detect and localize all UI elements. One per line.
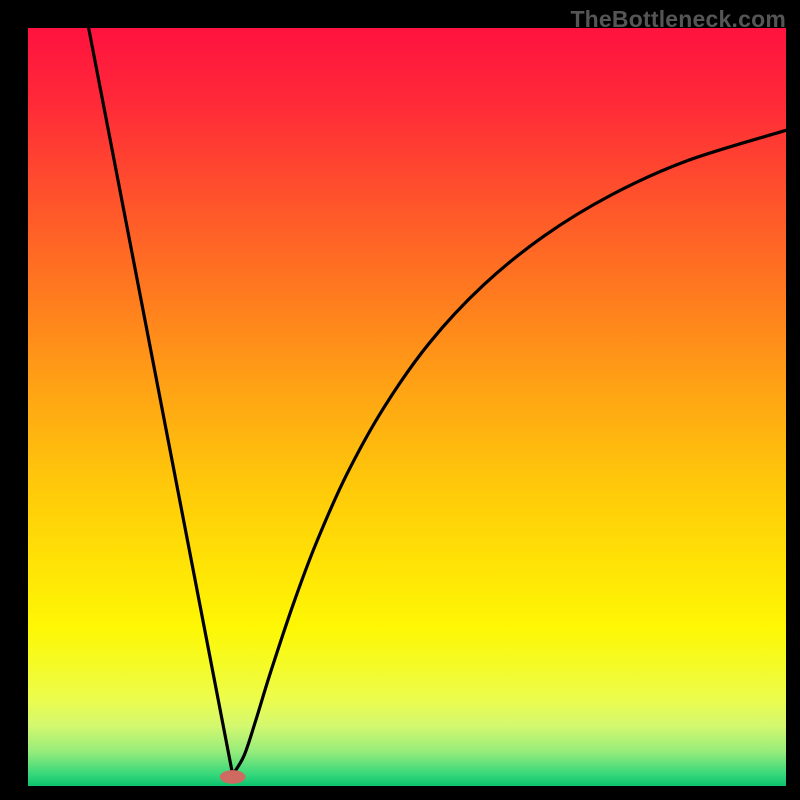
optimal-point-marker — [220, 770, 246, 784]
chart-plot-area — [28, 28, 786, 786]
chart-svg — [28, 28, 786, 786]
chart-background-gradient — [28, 28, 786, 786]
watermark-text: TheBottleneck.com — [570, 6, 786, 33]
